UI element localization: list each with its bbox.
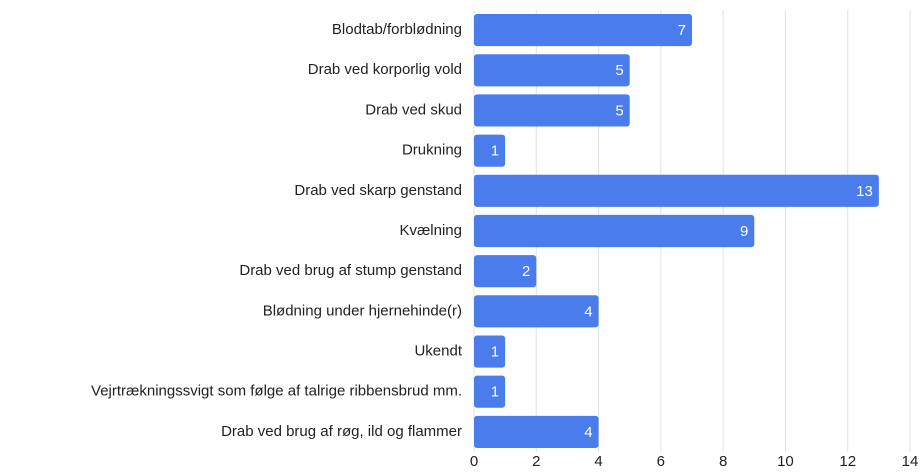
x-tick-label: 14	[902, 453, 919, 470]
data-label: 1	[491, 143, 499, 160]
data-label: 1	[491, 344, 499, 361]
y-tick-label: Drab ved brug af røg, ild og flammer	[221, 423, 462, 440]
x-tick-label: 12	[839, 453, 856, 470]
y-tick-label: Blødning under hjernehinde(r)	[263, 302, 462, 319]
y-tick-label: Ukendt	[414, 343, 462, 360]
x-tick-label: 10	[777, 453, 794, 470]
x-tick-label: 8	[719, 453, 727, 470]
bar	[474, 255, 537, 288]
data-label: 5	[615, 62, 623, 79]
bar	[474, 375, 506, 408]
data-label: 7	[678, 22, 686, 39]
bar	[474, 14, 692, 47]
x-tick-label: 4	[594, 453, 602, 470]
bar	[474, 335, 506, 368]
bar	[474, 134, 506, 167]
data-label: 4	[584, 303, 592, 320]
y-tick-label: Vejrtrækningssvigt som følge af talrige …	[91, 383, 462, 400]
bar	[474, 174, 879, 207]
y-tick-label: Kvælning	[399, 222, 462, 239]
data-label: 5	[615, 102, 623, 119]
x-tick-label: 2	[532, 453, 540, 470]
data-label: 2	[522, 263, 530, 280]
data-label: 4	[584, 424, 592, 441]
bar	[474, 214, 755, 248]
y-tick-label: Drab ved skarp genstand	[294, 182, 462, 199]
x-tick-label: 6	[657, 453, 665, 470]
y-tick-label: Drab ved skud	[365, 101, 462, 118]
y-tick-label: Drab ved korporlig vold	[308, 61, 462, 78]
y-tick-label: Drab ved brug af stump genstand	[239, 262, 462, 279]
y-tick-label: Drukning	[402, 142, 462, 159]
bar	[474, 415, 599, 448]
y-tick-label: Blodtab/forblødning	[332, 21, 462, 38]
data-label: 9	[740, 223, 748, 240]
data-label: 1	[491, 384, 499, 401]
data-label: 13	[856, 183, 873, 200]
bar	[474, 295, 599, 328]
bar	[474, 54, 630, 87]
bar	[474, 94, 630, 127]
x-tick-label: 0	[470, 453, 478, 470]
